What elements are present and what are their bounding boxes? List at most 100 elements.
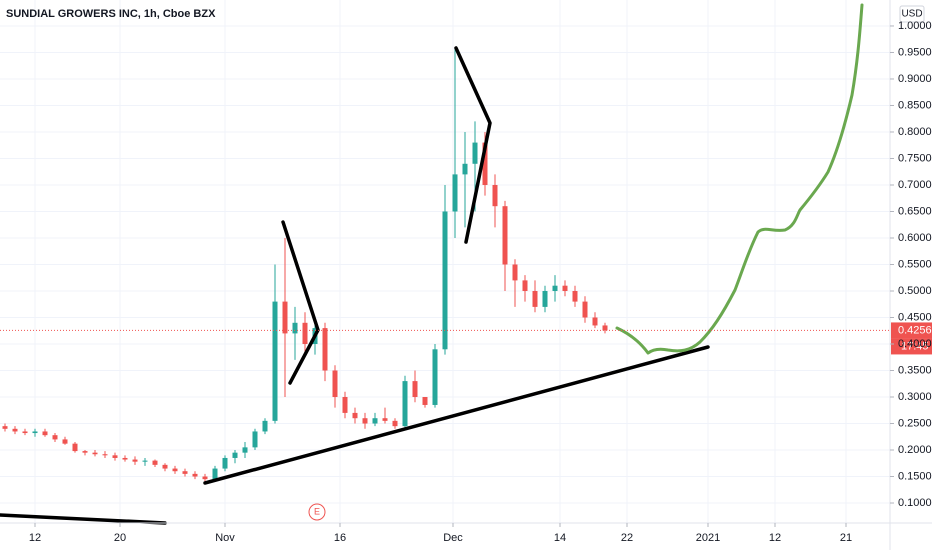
candle-body [242, 447, 248, 453]
y-tick-label: 0.1500 [898, 470, 932, 482]
candle-body [422, 397, 428, 405]
x-tick-label: Nov [215, 532, 235, 544]
candle-body [122, 457, 128, 460]
candle-body [412, 381, 418, 398]
y-tick-label: 0.3000 [898, 391, 932, 403]
y-tick-label: 0.9500 [898, 46, 932, 58]
candle-body [52, 435, 58, 440]
candle-body [572, 290, 578, 302]
candle-body [592, 317, 598, 326]
candle-body [132, 459, 138, 462]
candle-body [232, 452, 238, 458]
candle-body [382, 418, 388, 421]
candle-body [82, 451, 88, 453]
candle-body [112, 455, 118, 458]
candle-body [302, 322, 308, 345]
candle-body [142, 460, 148, 462]
candle-body [452, 174, 458, 212]
countdown-label: 17:45 [901, 340, 929, 352]
last-price-label: 0.4256 [898, 324, 932, 336]
candle-body [172, 468, 178, 472]
x-tick-label: 21 [840, 532, 852, 544]
candle-body [202, 476, 208, 480]
candle-body [362, 418, 368, 424]
candle-body [492, 184, 498, 207]
candle-body [322, 328, 328, 371]
candle-body [102, 454, 108, 456]
forecast-path [615, 3, 864, 355]
overlay: 0.4256 17:45 [0, 322, 932, 355]
y-tick-label: 0.3500 [898, 364, 932, 376]
y-tick-label: 0.5500 [898, 258, 932, 270]
pattern-line [454, 46, 492, 244]
x-tick-label: 22 [621, 532, 633, 544]
candle-body [542, 290, 548, 307]
y-tick-label: 0.6000 [898, 232, 932, 244]
candle-body [512, 264, 518, 281]
candle-body [432, 349, 438, 405]
candle-body [252, 431, 258, 448]
candle-body [222, 457, 228, 469]
candle-body [282, 301, 288, 334]
candle-body [182, 471, 188, 474]
x-tick-label: 16 [334, 532, 346, 544]
y-tick-label: 0.9000 [898, 73, 932, 85]
currency: USD [901, 9, 922, 20]
earnings-marker[interactable] [308, 503, 326, 521]
candle-body [562, 285, 568, 291]
y-tick-label: 0.1000 [898, 497, 932, 509]
candle-body [552, 285, 558, 291]
candle-body [12, 428, 18, 432]
candle-body [32, 431, 38, 434]
y-tick-label: 0.8500 [898, 99, 932, 111]
candle-body [582, 301, 588, 318]
y-tick-label: 0.4000 [898, 338, 932, 350]
earnings-label: E [314, 506, 320, 516]
candle-body [522, 280, 528, 291]
candle-body [442, 211, 448, 350]
last-price-tag [891, 322, 932, 339]
candle-body [262, 420, 268, 432]
candle-body [602, 325, 608, 331]
candle-body [92, 452, 98, 455]
candle-body [152, 460, 158, 465]
countdown-tag [891, 338, 932, 355]
candle-body [472, 142, 478, 164]
candle-body [502, 206, 508, 265]
trend-line [203, 345, 710, 485]
candle-body [482, 142, 488, 185]
y-tick-label: 1.0000 [898, 20, 932, 32]
y-tick-label: 0.6500 [898, 205, 932, 217]
candle-body [372, 418, 378, 424]
drawings [0, 3, 864, 525]
x-tick-label: Dec [443, 532, 463, 544]
x-tick-label: 12 [29, 532, 41, 544]
x-tick-label: 2021 [696, 532, 720, 544]
currency-box[interactable] [899, 5, 925, 23]
candle-body [402, 381, 408, 427]
y-tick-label: 0.4500 [898, 311, 932, 323]
y-tick-label: 0.8000 [898, 126, 932, 138]
y-tick-label: 0.7000 [898, 179, 932, 191]
x-tick-label: 14 [554, 532, 566, 544]
candle-body [62, 439, 68, 444]
candle-body [162, 464, 168, 469]
candle-body [212, 468, 218, 480]
candle-body [72, 443, 78, 452]
candle-body [352, 412, 358, 419]
candle-body [392, 420, 398, 427]
candle-body [272, 301, 278, 421]
candle-body [42, 431, 48, 436]
candle-body [332, 370, 338, 398]
pattern-line [281, 220, 320, 385]
candle-body [342, 397, 348, 413]
candle-body [22, 431, 28, 434]
y-tick-label: 0.5000 [898, 285, 932, 297]
x-tick-label: 20 [114, 532, 126, 544]
y-tick-label: 0.2500 [898, 417, 932, 429]
candle-body [292, 322, 298, 334]
candle-body [192, 473, 198, 477]
candle-body [532, 290, 538, 307]
